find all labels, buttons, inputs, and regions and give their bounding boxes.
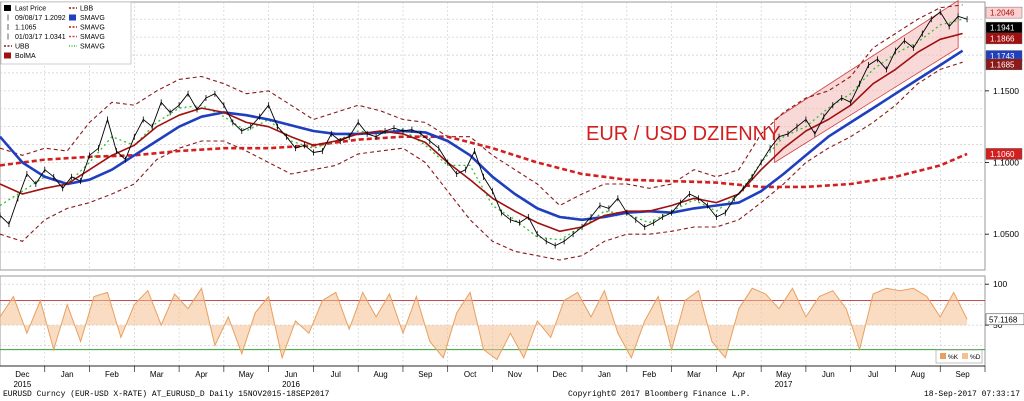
- chart-title: EUR / USD DZIENNY: [586, 123, 780, 145]
- x-tick-label: Sep: [418, 370, 433, 379]
- price-series-layer: [0, 4, 968, 261]
- legend-swatch: [69, 14, 76, 21]
- price-tag: 1.2046: [985, 6, 1023, 19]
- series-smavg-5: [0, 135, 968, 189]
- legend-label: 01/03/17 1.0341: [15, 34, 66, 41]
- osc-tick-label: 100: [993, 279, 1007, 289]
- legend-label: SMAVG: [80, 44, 105, 51]
- osc-d-area: [0, 288, 968, 360]
- x-tick-label: Jan: [598, 370, 611, 379]
- osc-legend-swatch: [962, 353, 968, 359]
- price-tag-label: 1.1685: [990, 60, 1015, 69]
- x-tick-label: Mar: [150, 370, 164, 379]
- y-tick-label: 1.1500: [993, 86, 1019, 96]
- x-tick-label: Dec: [15, 370, 29, 379]
- osc-legend-box: [935, 349, 983, 364]
- legend: Last Price 09/08/17 1.2092 1.1065 01/03/17 …: [0, 1, 132, 65]
- legend-label: BolMA: [15, 53, 36, 60]
- x-tick-label: Jun: [822, 370, 835, 379]
- osc-tick-label: 50: [993, 320, 1003, 330]
- x-tick-label: Feb: [642, 370, 656, 379]
- series-ubb-1: [0, 4, 963, 207]
- y-tick-label: 1.1000: [993, 158, 1019, 168]
- x-tick-label: Sep: [955, 370, 970, 379]
- price-tag-label: 1.1941: [990, 24, 1015, 33]
- footer-security: EURUSD Curncy (EUR-USD X-RATE) AT_EURUSD…: [3, 390, 330, 399]
- x-tick-label: Dec: [553, 370, 567, 379]
- price-tag: 1.1685: [985, 58, 1023, 71]
- x-tick-label: Jan: [61, 370, 74, 379]
- price-tag-label: 1.2046: [990, 9, 1015, 18]
- price-tag: 1.1060: [985, 148, 1023, 160]
- osc-legend-label: %K: [948, 354, 959, 361]
- x-tick-label: May: [239, 370, 254, 379]
- x-tick-label: Apr: [733, 370, 746, 379]
- price-tag-box: [985, 6, 1023, 19]
- x-tick-label: Jul: [331, 370, 341, 379]
- x-tick-label: Aug: [911, 370, 925, 379]
- legend-label: LBB: [80, 6, 94, 13]
- legend-label: UBB: [15, 44, 30, 51]
- series-lbb-2: [0, 61, 963, 261]
- price-tag: 1.1866: [985, 32, 1023, 45]
- oscillator-legend: %K %D: [935, 349, 983, 364]
- osc-legend-swatch: [940, 353, 946, 359]
- time-axis: Dec Jan Feb Mar Apr May Jun Jul Aug Sep Oct Nov Dec J…: [0, 365, 986, 389]
- osc-last-tag-label: 57.1168: [989, 315, 1018, 324]
- osc-last-tag-box: [985, 313, 1024, 326]
- footer-timestamp: 18-Sep-2017 07:33:17: [923, 390, 1020, 399]
- price-tag: 1.1941: [985, 21, 1023, 34]
- x-year-label: 2015: [13, 380, 31, 389]
- price-tag-box: [985, 32, 1023, 45]
- price-tag-label: 1.1060: [990, 150, 1015, 159]
- main-price-grid: [0, 1, 986, 271]
- y-tick-label: 1.0500: [993, 229, 1019, 239]
- osc-k-line: [0, 287, 968, 361]
- x-tick-label: Jun: [285, 370, 298, 379]
- legend-box: [0, 1, 132, 65]
- price-tag-label: 1.1866: [990, 34, 1015, 43]
- legend-label: SMAVG: [80, 34, 105, 41]
- x-tick-label: May: [776, 370, 791, 379]
- legend-label: 09/08/17 1.2092: [15, 15, 66, 22]
- oscillator-axis: 50 100 57.1168: [985, 279, 1024, 330]
- legend-label: Last Price: [15, 6, 46, 13]
- series-bolma-3: [0, 32, 963, 233]
- x-tick-label: Jul: [868, 370, 878, 379]
- series-smavg-4: [0, 49, 964, 222]
- legend-swatch: [4, 52, 11, 59]
- x-tick-label: Feb: [105, 370, 119, 379]
- legend-label: SMAVG: [80, 25, 105, 32]
- trend-channel-fill: [774, 0, 959, 164]
- legend-label: SMAVG: [80, 15, 105, 22]
- series-smavg-6: [0, 18, 963, 241]
- x-year-label: 2017: [775, 380, 793, 389]
- legend-swatch: [4, 5, 11, 11]
- x-tick-label: Nov: [508, 370, 522, 379]
- x-tick-label: Aug: [373, 370, 387, 379]
- footer-copyright: Copyright© 2017 Bloomberg Finance L.P.: [568, 390, 751, 399]
- x-year-label: 2016: [282, 380, 300, 389]
- x-tick-label: Apr: [195, 370, 208, 379]
- x-tick-label: Oct: [464, 370, 477, 379]
- price-tag-label: 1.1743: [990, 52, 1015, 61]
- x-tick-label: Mar: [687, 370, 701, 379]
- osc-legend-label: %D: [970, 354, 981, 361]
- oscillator-layer: [0, 287, 985, 361]
- price-axis: 1.0500 1.1000 1.1500: [985, 86, 1019, 239]
- trend-channel: [774, 0, 959, 164]
- footer: EURUSD Curncy (EUR-USD X-RATE) AT_EURUSD…: [0, 390, 1024, 401]
- price-tag-box: [985, 148, 1023, 160]
- legend-label: 1.1065: [15, 25, 37, 32]
- price-tag-box: [985, 58, 1023, 71]
